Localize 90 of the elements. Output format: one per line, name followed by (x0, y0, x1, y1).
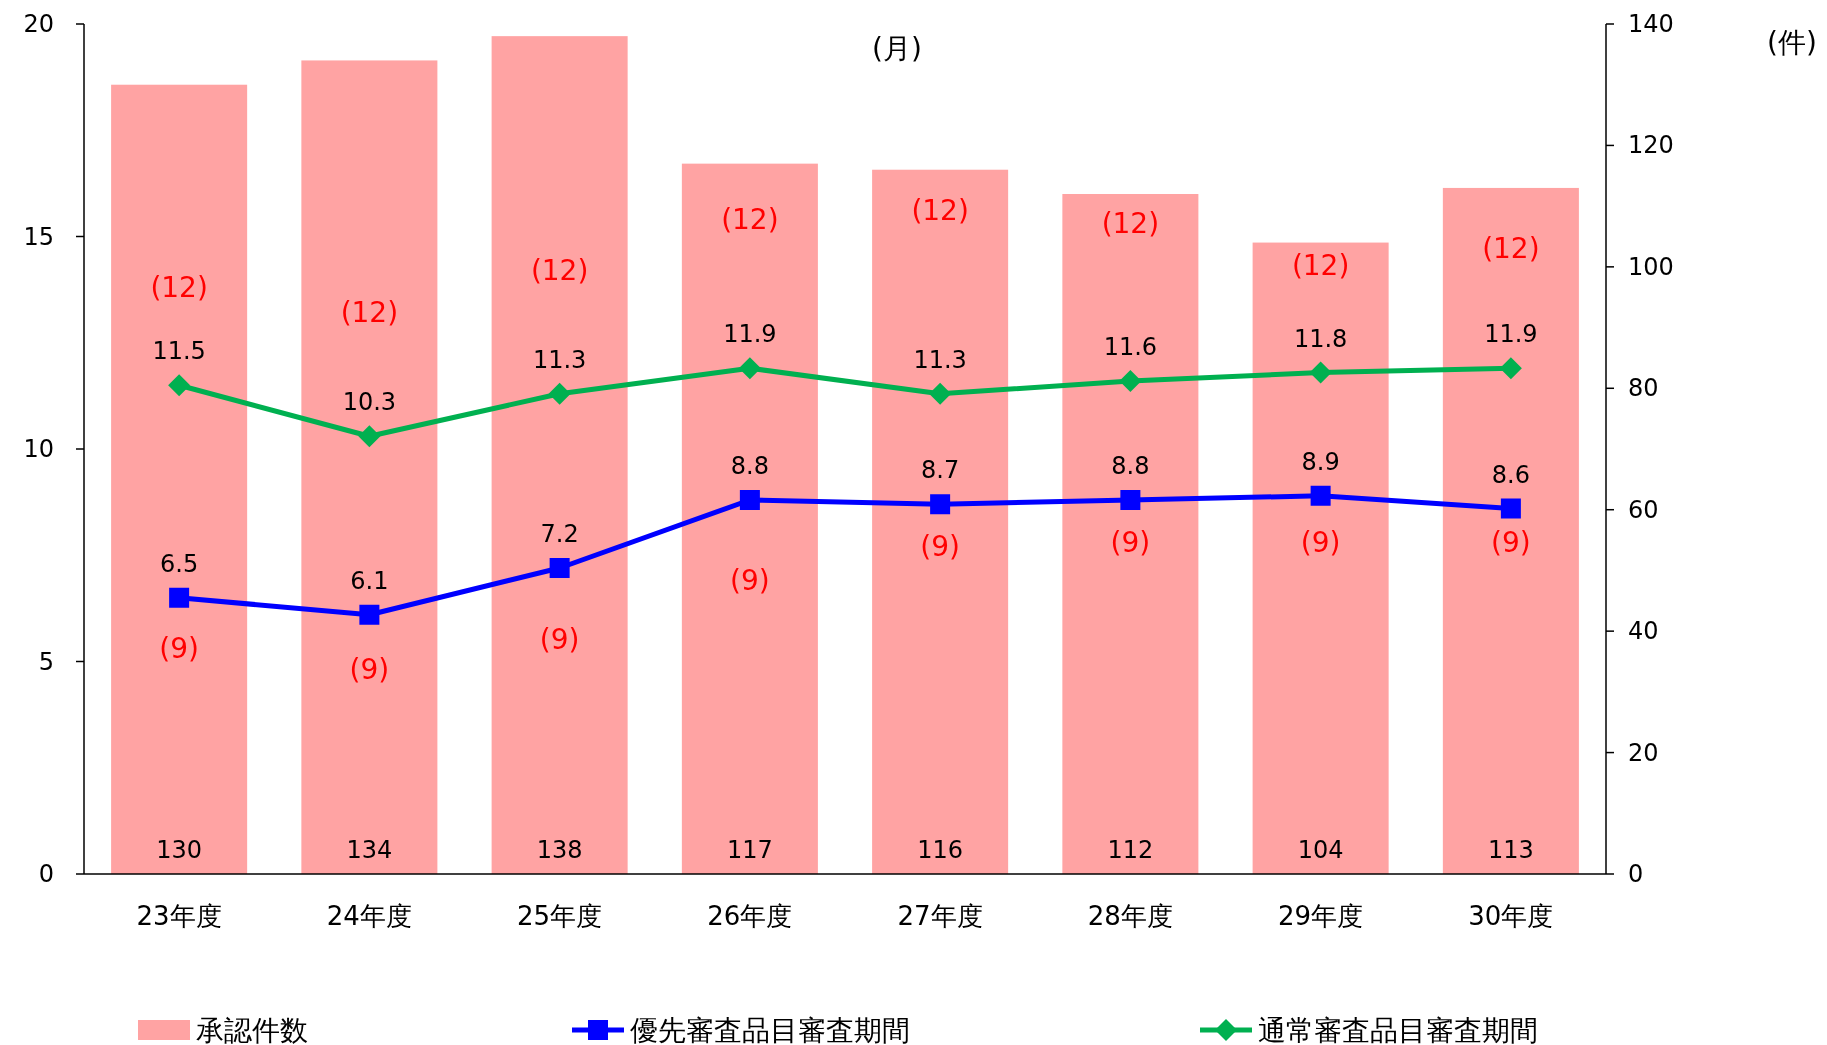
bar (301, 60, 438, 874)
x-tick-label: 29年度 (1278, 901, 1364, 931)
bar (872, 169, 1009, 874)
point (359, 604, 380, 625)
y2-axis-title: (件) (1767, 26, 1817, 59)
bar (111, 84, 248, 874)
annotation: (12) (340, 296, 399, 329)
x-tick-label: 28年度 (1087, 901, 1173, 931)
y2-tick-label: 120 (1628, 131, 1674, 160)
point (549, 558, 570, 578)
point (930, 494, 951, 515)
annotation: (12) (1482, 232, 1540, 266)
annotation: (12) (911, 194, 969, 227)
y2-tick-label: 140 (1628, 10, 1674, 38)
legend-label: 承認件数 (196, 1014, 308, 1045)
annotation: (9) (1110, 525, 1151, 559)
data-label: 6.5 (160, 549, 199, 578)
data-label: 112 (1107, 836, 1154, 864)
x-tick-label: 26年度 (707, 901, 793, 931)
bar (491, 36, 628, 874)
bar (1442, 187, 1579, 874)
annotation: (12) (1291, 249, 1350, 283)
annotation: (9) (730, 563, 770, 597)
annotation: (9) (1300, 525, 1341, 559)
bar (1252, 242, 1389, 874)
point (1499, 357, 1522, 380)
data-label: 8.6 (1491, 460, 1530, 489)
point (1310, 485, 1331, 506)
data-label: 104 (1297, 836, 1344, 864)
data-label: 11.9 (1484, 320, 1538, 349)
data-label: 11.6 (1103, 333, 1158, 361)
bar (681, 163, 818, 874)
y-tick-label: 10 (23, 435, 54, 463)
annotation: (12) (150, 270, 208, 304)
x-tick-label: 24年度 (326, 901, 412, 931)
x-tick-label: 27年度 (897, 901, 983, 931)
x-tick-label: 25年度 (517, 901, 603, 931)
data-label: 138 (536, 836, 583, 864)
annotation: (12) (1101, 206, 1160, 240)
point (738, 357, 761, 380)
y2-tick-label: 40 (1628, 617, 1659, 646)
point (1120, 490, 1141, 510)
data-label: 8.9 (1301, 447, 1340, 476)
data-label: 11.3 (913, 345, 967, 374)
annotation: (12) (721, 202, 779, 236)
annotation: (12) (530, 253, 589, 287)
point (1500, 498, 1521, 519)
point (169, 587, 190, 608)
annotation: (9) (1491, 525, 1531, 559)
annotation: (9) (539, 623, 580, 657)
data-label: 130 (156, 836, 203, 864)
y2-tick-label: 100 (1628, 252, 1674, 281)
data-label: 11.5 (152, 337, 206, 366)
annotation: (9) (920, 529, 960, 563)
y-tick-label: 15 (23, 222, 54, 251)
y-tick-label: 0 (38, 860, 54, 888)
data-label: 6.1 (350, 566, 389, 595)
point (168, 374, 191, 397)
y2-tick-label: 80 (1628, 374, 1659, 403)
point (1119, 370, 1142, 392)
data-label: 134 (346, 836, 393, 864)
data-label: 8.7 (921, 456, 960, 485)
x-tick-label: 30年度 (1468, 901, 1554, 931)
data-label: 10.3 (342, 388, 397, 417)
data-label: 8.8 (730, 452, 769, 480)
point (739, 490, 760, 510)
annotation: (9) (159, 631, 199, 665)
data-label: 11.3 (532, 345, 587, 374)
data-label: 11.9 (723, 320, 777, 349)
point (1309, 361, 1332, 384)
y-tick-label: 20 (23, 10, 54, 38)
annotation: (9) (349, 653, 390, 686)
y2-tick-label: 0 (1628, 860, 1644, 888)
point (358, 425, 381, 448)
legend-label: 通常審査品目審査期間 (1258, 1014, 1538, 1045)
data-label: 113 (1487, 836, 1534, 864)
data-label: 116 (917, 836, 964, 864)
data-label: 117 (726, 836, 773, 864)
legend-label: 優先審査品目審査期間 (630, 1014, 910, 1045)
y2-tick-label: 20 (1628, 738, 1659, 767)
y2-tick-label: 60 (1628, 495, 1659, 524)
data-label: 8.8 (1111, 452, 1150, 480)
data-label: 7.2 (540, 520, 579, 548)
data-label: 11.8 (1293, 324, 1348, 353)
annotation: (月) (872, 32, 922, 65)
point (548, 382, 571, 405)
x-tick-label: 23年度 (136, 901, 222, 931)
point (929, 382, 952, 405)
bar (1062, 194, 1199, 874)
y-tick-label: 5 (38, 647, 54, 676)
